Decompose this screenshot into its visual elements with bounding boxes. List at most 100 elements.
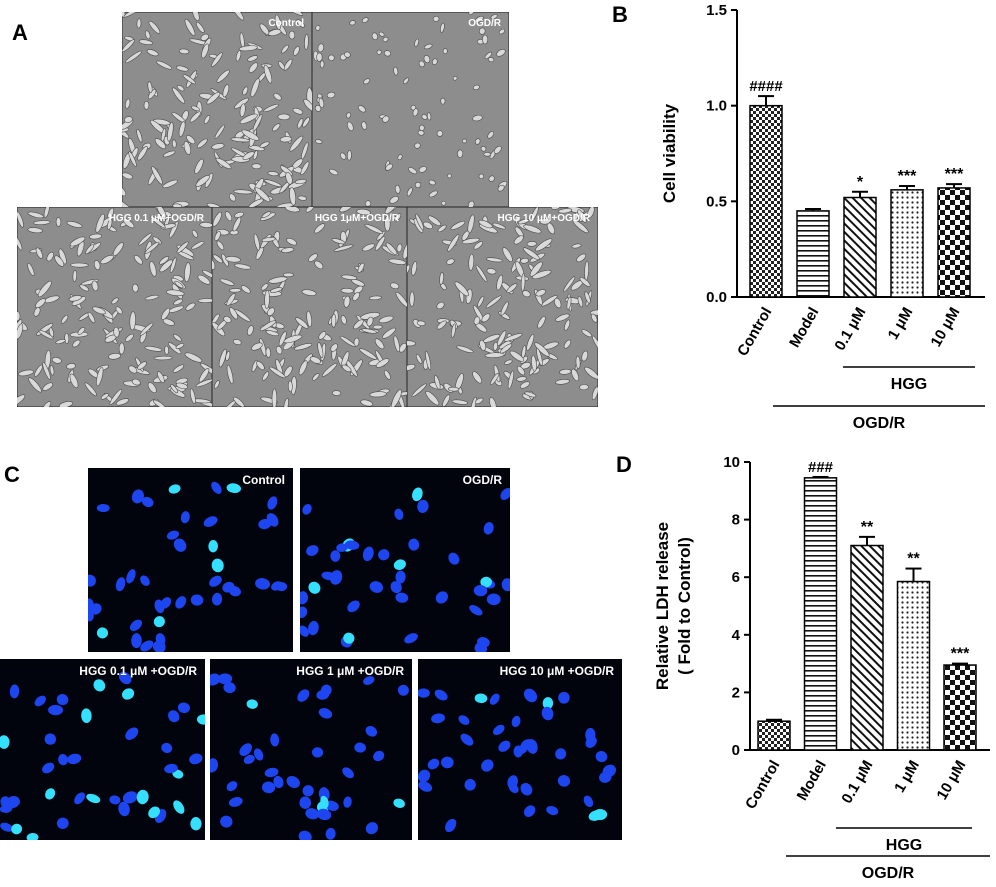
cell	[79, 284, 90, 292]
cell	[122, 12, 126, 18]
nucleus	[161, 742, 173, 754]
cell	[136, 128, 143, 143]
nucleus	[129, 619, 143, 632]
cell	[301, 289, 317, 296]
cell	[479, 339, 487, 351]
micrograph-caption: HGG 1 μM +OGD/R	[296, 664, 404, 678]
nucleus	[311, 747, 324, 758]
cell	[27, 211, 44, 219]
cell	[173, 334, 182, 342]
cell	[353, 337, 360, 347]
cell	[577, 295, 584, 308]
cell	[199, 222, 212, 228]
cell	[468, 253, 475, 271]
nucleus	[109, 795, 121, 805]
cell	[503, 333, 523, 342]
cell	[200, 33, 209, 41]
cell	[261, 237, 276, 242]
cell	[369, 391, 387, 398]
cell	[456, 345, 474, 354]
cell	[183, 140, 191, 155]
nucleus	[81, 708, 92, 724]
cell	[211, 52, 223, 68]
cell	[262, 371, 270, 381]
cell	[122, 186, 127, 197]
cell	[477, 295, 485, 308]
nucleus	[44, 733, 57, 745]
nucleus	[286, 775, 300, 789]
cell	[211, 143, 225, 150]
cell	[34, 364, 43, 377]
micrograph-caption: HGG 10 μM +OGD/R	[500, 664, 615, 678]
x-tick-label: Control	[742, 758, 783, 813]
cell	[440, 22, 445, 33]
cell	[436, 301, 445, 310]
nucleus	[321, 571, 335, 581]
cell	[272, 123, 281, 132]
nucleus	[602, 764, 617, 778]
cell	[388, 258, 407, 265]
cell	[353, 319, 364, 330]
cell	[368, 295, 382, 301]
cell	[107, 218, 113, 230]
cell	[432, 15, 440, 22]
cell	[584, 291, 591, 304]
cell	[489, 397, 497, 407]
cell	[341, 274, 358, 281]
cell	[42, 382, 54, 391]
cell	[219, 278, 235, 286]
cell	[357, 262, 365, 273]
cell	[487, 57, 495, 63]
nucleus	[501, 578, 510, 592]
nucleus	[208, 540, 219, 553]
micrograph: HGG 10 μM+OGD/R	[407, 207, 598, 407]
nucleus	[270, 733, 280, 747]
nucleus	[172, 769, 184, 779]
nucleus	[56, 817, 69, 829]
cell	[49, 365, 55, 376]
cell	[394, 184, 401, 194]
cell	[312, 373, 320, 381]
y-axis-label: Cell viability	[660, 103, 679, 203]
cell	[156, 207, 167, 219]
cell	[151, 166, 163, 185]
nucleus	[86, 793, 101, 804]
cell	[314, 223, 325, 234]
cell	[384, 215, 391, 232]
cell	[403, 77, 409, 84]
nucleus	[258, 518, 272, 530]
bar	[937, 187, 971, 298]
cell	[304, 33, 309, 50]
nucleus	[267, 496, 278, 510]
cell	[309, 356, 322, 364]
cell	[223, 316, 232, 323]
cell	[175, 343, 185, 349]
cell	[587, 207, 595, 219]
cell	[133, 255, 143, 265]
nucleus	[418, 688, 430, 698]
micrograph-content	[0, 659, 205, 840]
cell	[66, 221, 83, 228]
group-label: HGG	[886, 837, 922, 854]
cell	[283, 334, 303, 344]
nucleus	[11, 823, 23, 835]
cell	[198, 368, 210, 383]
cell	[201, 43, 209, 59]
nucleus	[378, 549, 390, 561]
micrograph-content	[212, 207, 407, 407]
cell	[396, 243, 403, 253]
cell	[451, 399, 469, 405]
cell	[526, 241, 537, 247]
cell	[251, 163, 262, 170]
micrograph-caption: OGD/R	[468, 18, 502, 29]
x-tick-label: Control	[734, 305, 775, 360]
cell	[215, 157, 232, 170]
cell	[222, 84, 230, 98]
cell	[253, 233, 260, 251]
cell	[431, 58, 438, 66]
nucleus	[160, 597, 172, 609]
cell	[144, 241, 160, 254]
cell	[197, 274, 211, 285]
cell	[415, 354, 423, 364]
nucleus	[48, 704, 64, 716]
